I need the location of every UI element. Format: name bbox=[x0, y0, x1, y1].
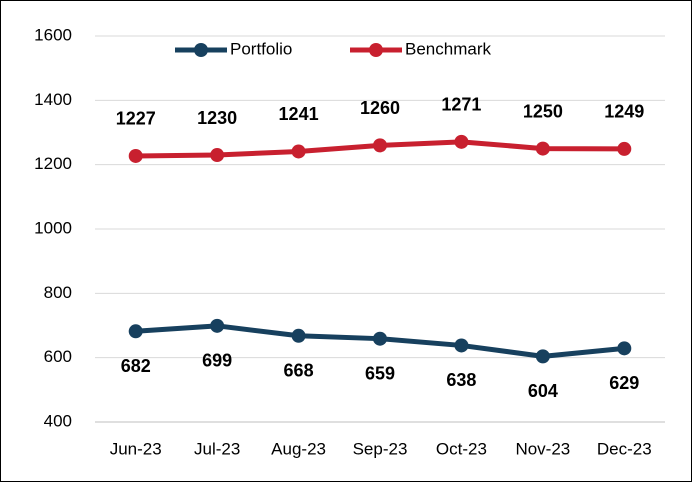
data-label: 604 bbox=[528, 381, 558, 401]
y-tick-label: 1600 bbox=[34, 25, 72, 44]
data-label: 668 bbox=[284, 361, 314, 381]
data-label: 1260 bbox=[360, 98, 400, 118]
point bbox=[128, 324, 143, 339]
data-label: 1271 bbox=[441, 95, 481, 115]
point bbox=[535, 349, 550, 364]
data-label: 1241 bbox=[279, 104, 319, 124]
x-tick-label: Nov-23 bbox=[515, 439, 570, 458]
x-tick-label: Sep-23 bbox=[353, 439, 408, 458]
y-tick-label: 600 bbox=[44, 347, 72, 366]
y-tick-label: 1200 bbox=[34, 154, 72, 173]
point bbox=[291, 144, 306, 159]
data-label: 659 bbox=[365, 363, 395, 383]
y-tick-label: 400 bbox=[44, 411, 72, 430]
data-label: 1250 bbox=[523, 101, 563, 121]
data-label: 699 bbox=[202, 351, 232, 371]
x-tick-label: Dec-23 bbox=[597, 439, 652, 458]
data-label: 1227 bbox=[116, 109, 156, 129]
y-tick-label: 800 bbox=[44, 283, 72, 302]
data-label: 1249 bbox=[604, 102, 644, 122]
point bbox=[210, 148, 225, 163]
point bbox=[373, 331, 387, 346]
y-tick-label: 1000 bbox=[34, 218, 72, 237]
point bbox=[454, 134, 469, 149]
point bbox=[210, 318, 225, 333]
x-tick-label: Aug-23 bbox=[271, 439, 326, 458]
point bbox=[291, 328, 306, 343]
y-tick-label: 1400 bbox=[34, 90, 72, 109]
point bbox=[617, 341, 632, 356]
legend-marker bbox=[194, 43, 208, 57]
x-tick-label: Jun-23 bbox=[110, 439, 162, 458]
point bbox=[535, 141, 550, 156]
legend-marker bbox=[369, 43, 383, 57]
legend-label: Portfolio bbox=[230, 39, 292, 58]
data-label: 1230 bbox=[197, 108, 237, 128]
data-label: 638 bbox=[446, 370, 476, 390]
x-tick-label: Oct-23 bbox=[436, 439, 487, 458]
data-label: 682 bbox=[121, 356, 151, 376]
point bbox=[617, 141, 632, 156]
data-label: 629 bbox=[609, 373, 639, 393]
point bbox=[373, 138, 387, 153]
legend-label: Benchmark bbox=[405, 39, 491, 58]
x-tick-label: Jul-23 bbox=[194, 439, 240, 458]
point bbox=[128, 148, 143, 163]
point bbox=[454, 338, 469, 353]
